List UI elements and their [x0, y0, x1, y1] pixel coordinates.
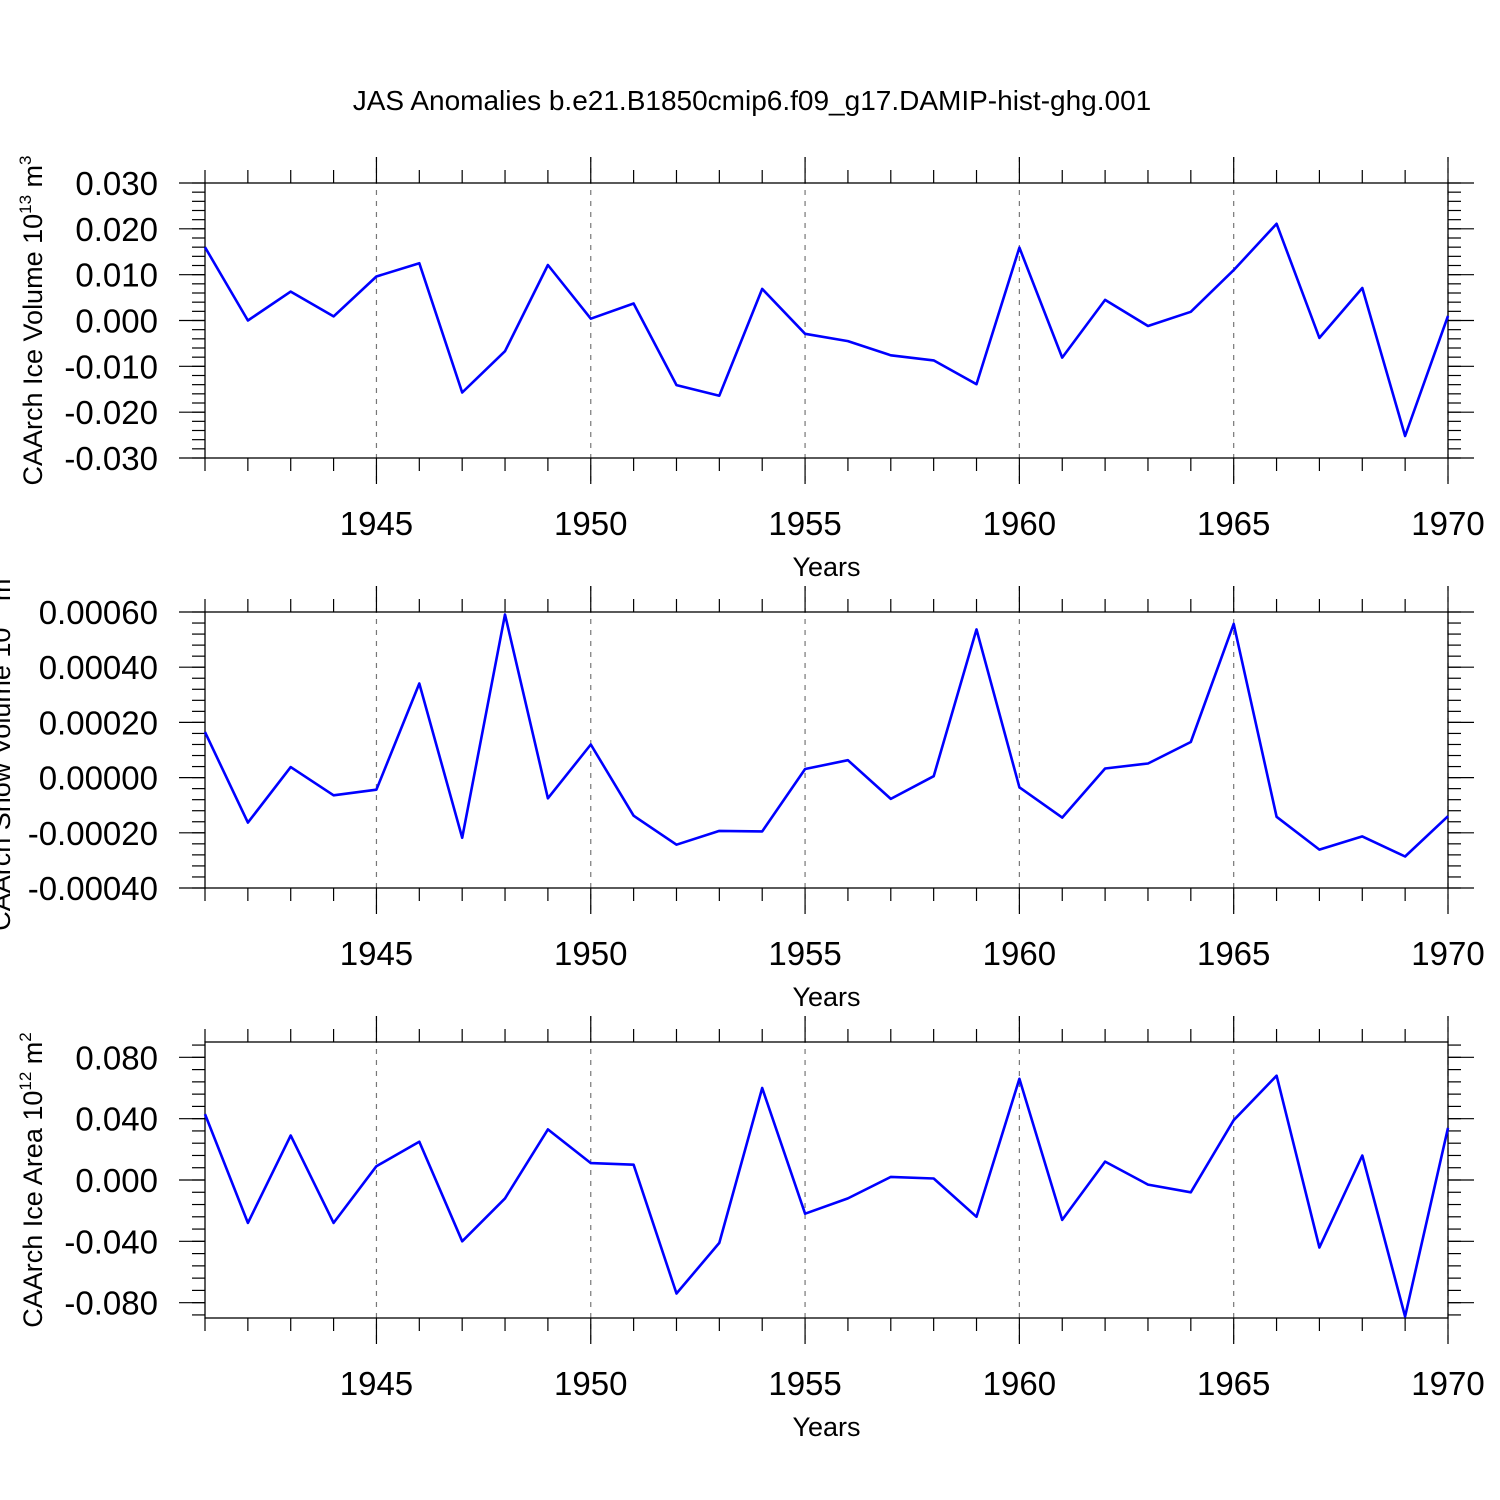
x-axis-title: Years: [792, 1412, 860, 1442]
data-line-snow-volume: [203, 613, 1449, 858]
y-tick-label: -0.030: [64, 440, 158, 477]
x-tick-label: 1955: [768, 505, 841, 542]
chart-title: JAS Anomalies b.e21.B1850cmip6.f09_g17.D…: [353, 85, 1151, 116]
y-tick-label: -0.040: [64, 1223, 158, 1260]
y-axis-title-exponent: 13: [16, 195, 35, 214]
y-axis-title-unit-exponent: 3: [0, 569, 3, 578]
y-axis-title-main: CAArch Snow Volume 10: [0, 628, 16, 931]
y-tick-label: -0.00040: [28, 870, 158, 907]
x-tick-label: 1955: [768, 1365, 841, 1402]
x-tick-label: 1960: [983, 935, 1056, 972]
y-tick-label: -0.010: [64, 348, 158, 385]
panel-snow-volume: -0.00040 -0.00020 0.00000 0.00020 0.00040 0.0…: [0, 569, 1485, 1012]
plot-frame: [204, 1041, 1449, 1319]
plot-frame: [204, 182, 1449, 459]
x-tick-label: 1950: [554, 1365, 627, 1402]
y-tick-label: 0.00020: [39, 704, 158, 741]
x-tick-label: 1945: [340, 935, 413, 972]
y-tick-label: 0.00040: [39, 649, 158, 686]
y-tick-label: 0.020: [75, 211, 158, 248]
y-axis-title: CAArch Ice Volume 1013 m3: [16, 155, 48, 485]
x-tick-label: 1960: [983, 505, 1056, 542]
panel-ice-volume: -0.030 -0.020 -0.010 0.000 0.010 0.020 0.030 19…: [16, 155, 1485, 582]
y-axis-title-exponent: 13: [0, 609, 3, 628]
x-tick-label: 1970: [1411, 935, 1484, 972]
y-tick-label: 0.030: [75, 165, 158, 202]
y-tick-label: 0.000: [75, 303, 158, 340]
x-axis-title: Years: [792, 552, 860, 582]
y-tick-label: 0.080: [75, 1039, 158, 1076]
y-tick-label: 0.00000: [39, 760, 158, 797]
x-tick-label: 1945: [340, 1365, 413, 1402]
x-tick-label: 1965: [1197, 1365, 1270, 1402]
y-tick-label: 0.00060: [39, 594, 158, 631]
x-tick-label: 1970: [1411, 505, 1484, 542]
y-tick-label: -0.080: [64, 1285, 158, 1322]
x-axis-title: Years: [792, 982, 860, 1012]
y-axis-title-unit: m: [18, 165, 48, 195]
x-tick-label: 1945: [340, 505, 413, 542]
data-line-ice-area: [203, 1074, 1450, 1318]
y-tick-label: -0.020: [64, 394, 158, 431]
y-tick-label: -0.00020: [28, 815, 158, 852]
x-tick-label: 1955: [768, 935, 841, 972]
y-axis-title: CAArch Snow Volume 1013 m3: [0, 569, 16, 931]
x-tick-label: 1970: [1411, 1365, 1484, 1402]
x-tick-label: 1950: [554, 505, 627, 542]
x-tick-label: 1965: [1197, 935, 1270, 972]
y-axis-title-exponent: 12: [16, 1072, 35, 1091]
x-tick-label: 1965: [1197, 505, 1270, 542]
y-axis-title: CAArch Ice Area 1012 m2: [16, 1032, 48, 1328]
x-tick-label: 1960: [983, 1365, 1056, 1402]
y-tick-label: 0.040: [75, 1101, 158, 1138]
x-tick-label: 1950: [554, 935, 627, 972]
plot-frame: [204, 611, 1449, 889]
y-tick-label: 0.010: [75, 257, 158, 294]
y-axis-title-main: CAArch Ice Volume 10: [18, 214, 48, 486]
y-axis-title-unit: m: [0, 579, 16, 609]
y-axis-title-main: CAArch Ice Area 10: [18, 1091, 48, 1328]
data-line-ice-volume: [203, 222, 1450, 438]
y-axis-title-unit-exponent: 2: [16, 1032, 35, 1041]
panel-ice-area: -0.080 -0.040 0.000 0.040 0.080 1945 1950 1955 1…: [16, 1016, 1485, 1442]
y-axis-title-unit: m: [18, 1042, 48, 1072]
y-axis-title-unit-exponent: 3: [16, 155, 35, 164]
y-tick-label: 0.000: [75, 1162, 158, 1199]
